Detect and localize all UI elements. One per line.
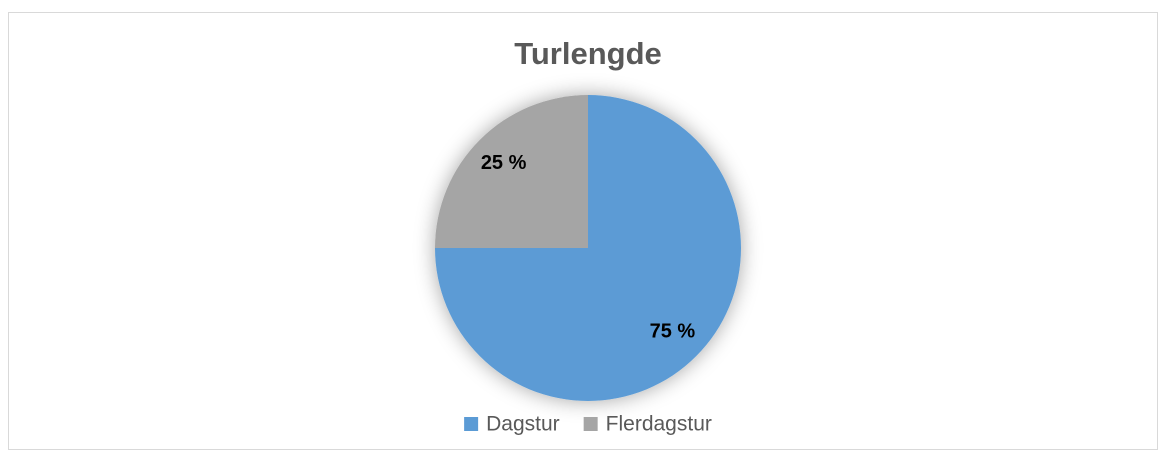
- data-label: 75 %: [650, 321, 696, 343]
- pie: [435, 95, 741, 401]
- pie-slice: [435, 95, 588, 248]
- chart-title: Turlengde: [514, 36, 662, 71]
- legend-label: Flerdagstur: [606, 413, 712, 436]
- legend-label: Dagstur: [486, 413, 560, 436]
- legend-swatch: [464, 417, 479, 431]
- data-label: 25 %: [481, 152, 527, 174]
- legend-swatch: [583, 417, 598, 431]
